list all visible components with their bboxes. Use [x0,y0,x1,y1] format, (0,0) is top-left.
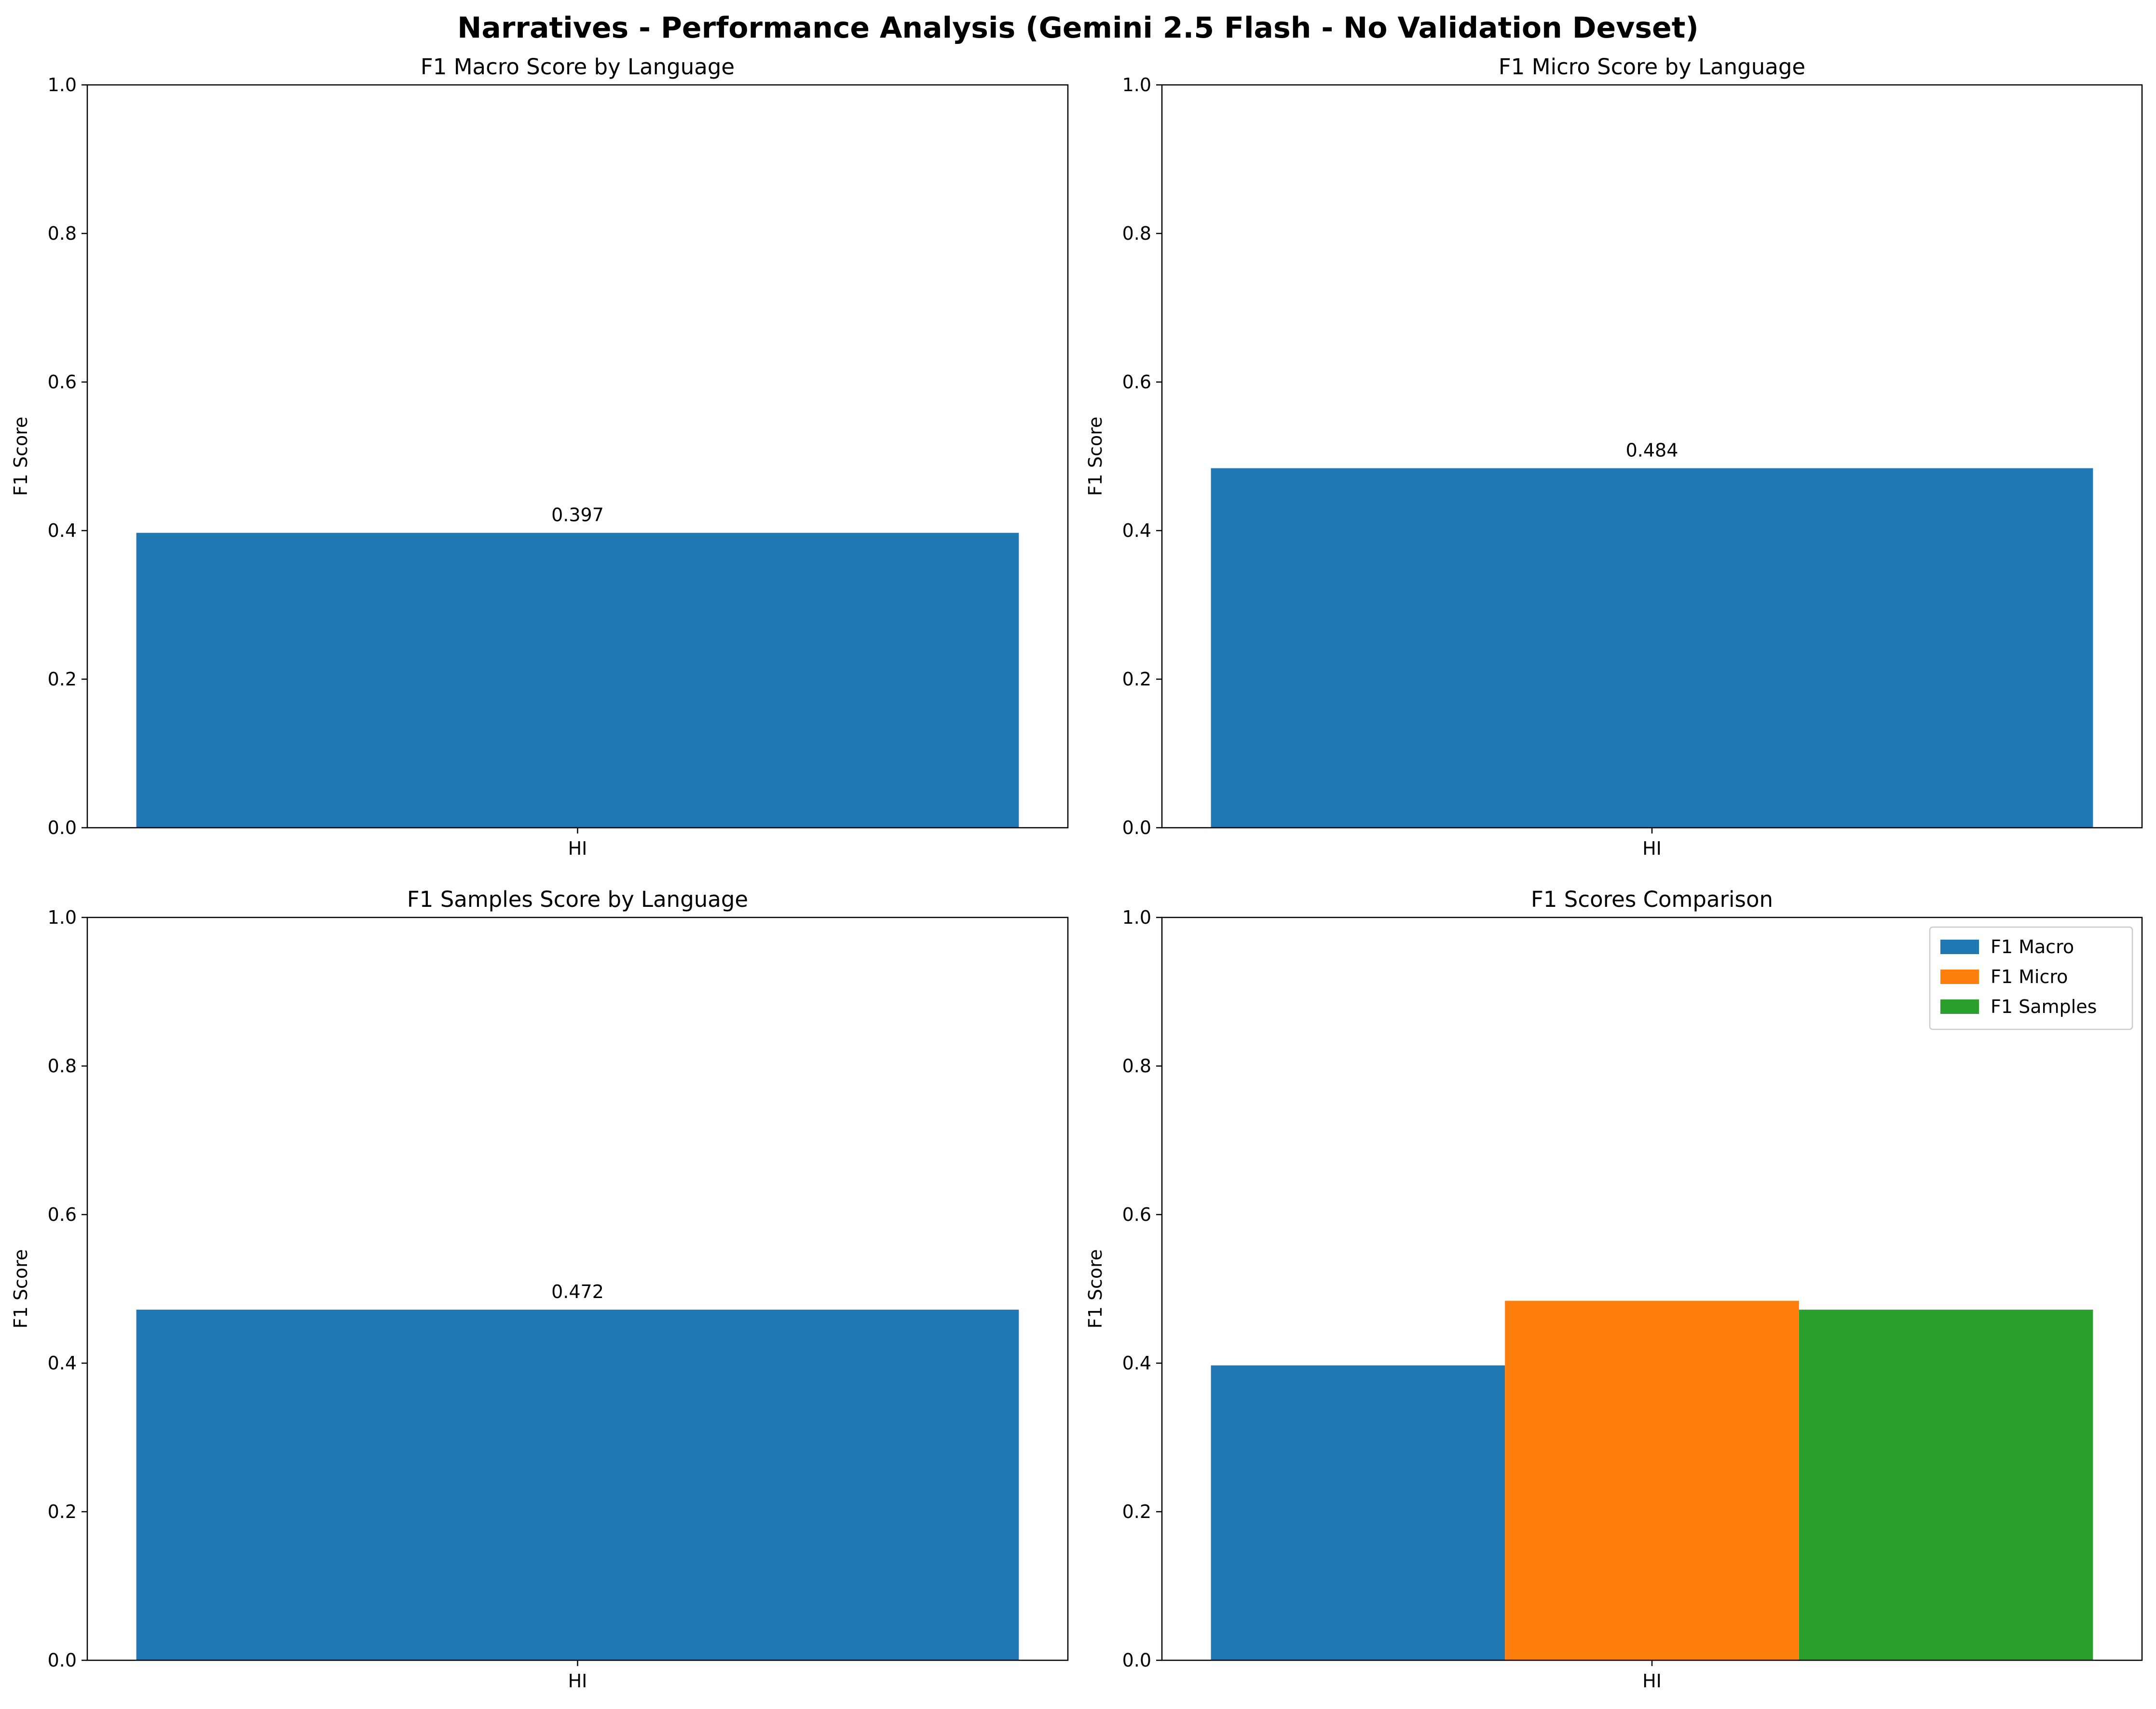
y-tick-label: 0.4 [48,520,77,541]
bar-value-label: 0.472 [551,1281,604,1302]
legend-box [1929,926,2133,1030]
legend-label: F1 Macro [1991,936,2074,957]
y-tick-label: 1.0 [1122,74,1151,96]
subplot-2: 0.484 0.0 0.2 0.4 0.6 0.8 1.0 HI F1 Score F1 Micr… [1085,54,2143,859]
bar-f1-samples [1799,1310,2093,1660]
figure-title: Narratives - Performance Analysis (Gemin… [457,11,1699,45]
subplot-3: 0.472 0.0 0.2 0.4 0.6 0.8 1.0 HI F1 Score F1 Samp… [10,887,1069,1692]
y-tick-label: 0.2 [1122,1501,1151,1522]
y-axis-label: F1 Score [1085,1249,1106,1329]
y-tick-label: 0.0 [1122,817,1151,838]
subplot-1: 0.397 0.0 0.2 0.4 0.6 0.8 1.0 HI F1 Score F1 Macr… [10,54,1069,859]
y-tick-label: 0.6 [48,1204,77,1225]
y-tick-label: 0.6 [1122,371,1151,393]
y-tick-label: 0.8 [48,1055,77,1077]
bar-value-label: 0.397 [551,505,604,526]
legend-swatch [1940,999,1979,1014]
y-axis-label: F1 Score [10,417,31,496]
subplots: 0.397 0.0 0.2 0.4 0.6 0.8 1.0 HI F1 Score F1 Macr… [10,54,2143,1692]
y-tick-label: 0.2 [48,669,77,690]
x-tick-label: HI [1642,838,1662,859]
x-tick-label: HI [568,1670,587,1692]
y-tick-label: 0.8 [48,223,77,244]
bar-f1-macro [1211,1365,1505,1660]
x-tick-label: HI [1642,1670,1662,1692]
y-tick-label: 1.0 [1122,907,1151,928]
y-tick-label: 0.0 [48,817,77,838]
y-tick-label: 0.6 [48,371,77,393]
bar-f1-micro [1505,1300,1799,1660]
panel-title: F1 Micro Score by Language [1499,54,1805,80]
bar-hi [1211,468,2093,828]
y-axis-label: F1 Score [10,1249,31,1329]
bar-hi [136,1310,1019,1660]
legend-label: F1 Samples [1991,996,2097,1017]
panel-title: F1 Samples Score by Language [407,887,748,912]
y-tick-label: 0.4 [1122,520,1151,541]
panel-title: F1 Scores Comparison [1531,887,1773,912]
y-axis-label: F1 Score [1085,417,1106,496]
legend-swatch [1940,970,1979,984]
panel-title: F1 Macro Score by Language [421,54,735,80]
legend-swatch [1940,940,1979,954]
y-tick-label: 0.2 [1122,669,1151,690]
y-tick-label: 0.8 [1122,1055,1151,1077]
legend: F1 Macro F1 Micro F1 Samples [1929,926,2133,1030]
y-tick-label: 0.8 [1122,223,1151,244]
y-tick-label: 0.4 [48,1353,77,1374]
bar-hi [136,533,1019,828]
x-tick-label: HI [568,838,587,859]
y-tick-label: 1.0 [48,907,77,928]
y-tick-label: 0.6 [1122,1204,1151,1225]
y-tick-label: 0.2 [48,1501,77,1522]
bar-value-label: 0.484 [1626,440,1678,461]
y-tick-label: 0.0 [1122,1650,1151,1671]
y-tick-label: 0.0 [48,1650,77,1671]
y-tick-label: 1.0 [48,74,77,96]
legend-label: F1 Micro [1991,966,2068,987]
y-tick-label: 0.4 [1122,1353,1151,1374]
subplot-4: 0.0 0.2 0.4 0.6 0.8 1.0 HI F1 Score F1 Scores Co… [1085,887,2143,1692]
